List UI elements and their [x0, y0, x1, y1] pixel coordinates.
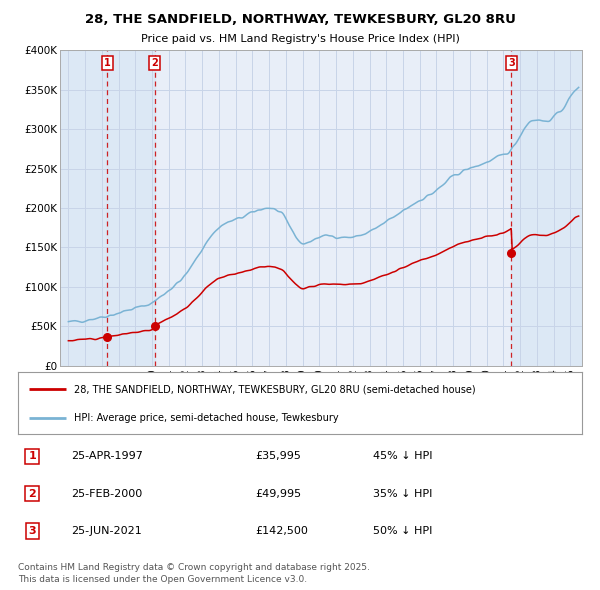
Text: 1: 1	[104, 58, 110, 68]
Text: 1: 1	[28, 451, 36, 461]
Text: 3: 3	[508, 58, 515, 68]
Text: Price paid vs. HM Land Registry's House Price Index (HPI): Price paid vs. HM Land Registry's House …	[140, 34, 460, 44]
Text: 3: 3	[28, 526, 36, 536]
Text: 35% ↓ HPI: 35% ↓ HPI	[373, 489, 433, 499]
Text: £35,995: £35,995	[255, 451, 301, 461]
Text: 28, THE SANDFIELD, NORTHWAY, TEWKESBURY, GL20 8RU (semi-detached house): 28, THE SANDFIELD, NORTHWAY, TEWKESBURY,…	[74, 384, 476, 394]
Bar	[60, 50, 107, 366]
Text: 2: 2	[28, 489, 36, 499]
Text: £142,500: £142,500	[255, 526, 308, 536]
Text: 28, THE SANDFIELD, NORTHWAY, TEWKESBURY, GL20 8RU: 28, THE SANDFIELD, NORTHWAY, TEWKESBURY,…	[85, 12, 515, 25]
Text: 25-JUN-2021: 25-JUN-2021	[71, 526, 142, 536]
Text: 25-APR-1997: 25-APR-1997	[71, 451, 143, 461]
Text: HPI: Average price, semi-detached house, Tewkesbury: HPI: Average price, semi-detached house,…	[74, 413, 339, 423]
Text: 50% ↓ HPI: 50% ↓ HPI	[373, 526, 433, 536]
Text: 25-FEB-2000: 25-FEB-2000	[71, 489, 143, 499]
Text: 2: 2	[151, 58, 158, 68]
Bar	[511, 50, 582, 366]
Text: £49,995: £49,995	[255, 489, 301, 499]
Text: Contains HM Land Registry data © Crown copyright and database right 2025.
This d: Contains HM Land Registry data © Crown c…	[18, 563, 370, 585]
Bar	[107, 50, 155, 366]
Text: 45% ↓ HPI: 45% ↓ HPI	[373, 451, 433, 461]
